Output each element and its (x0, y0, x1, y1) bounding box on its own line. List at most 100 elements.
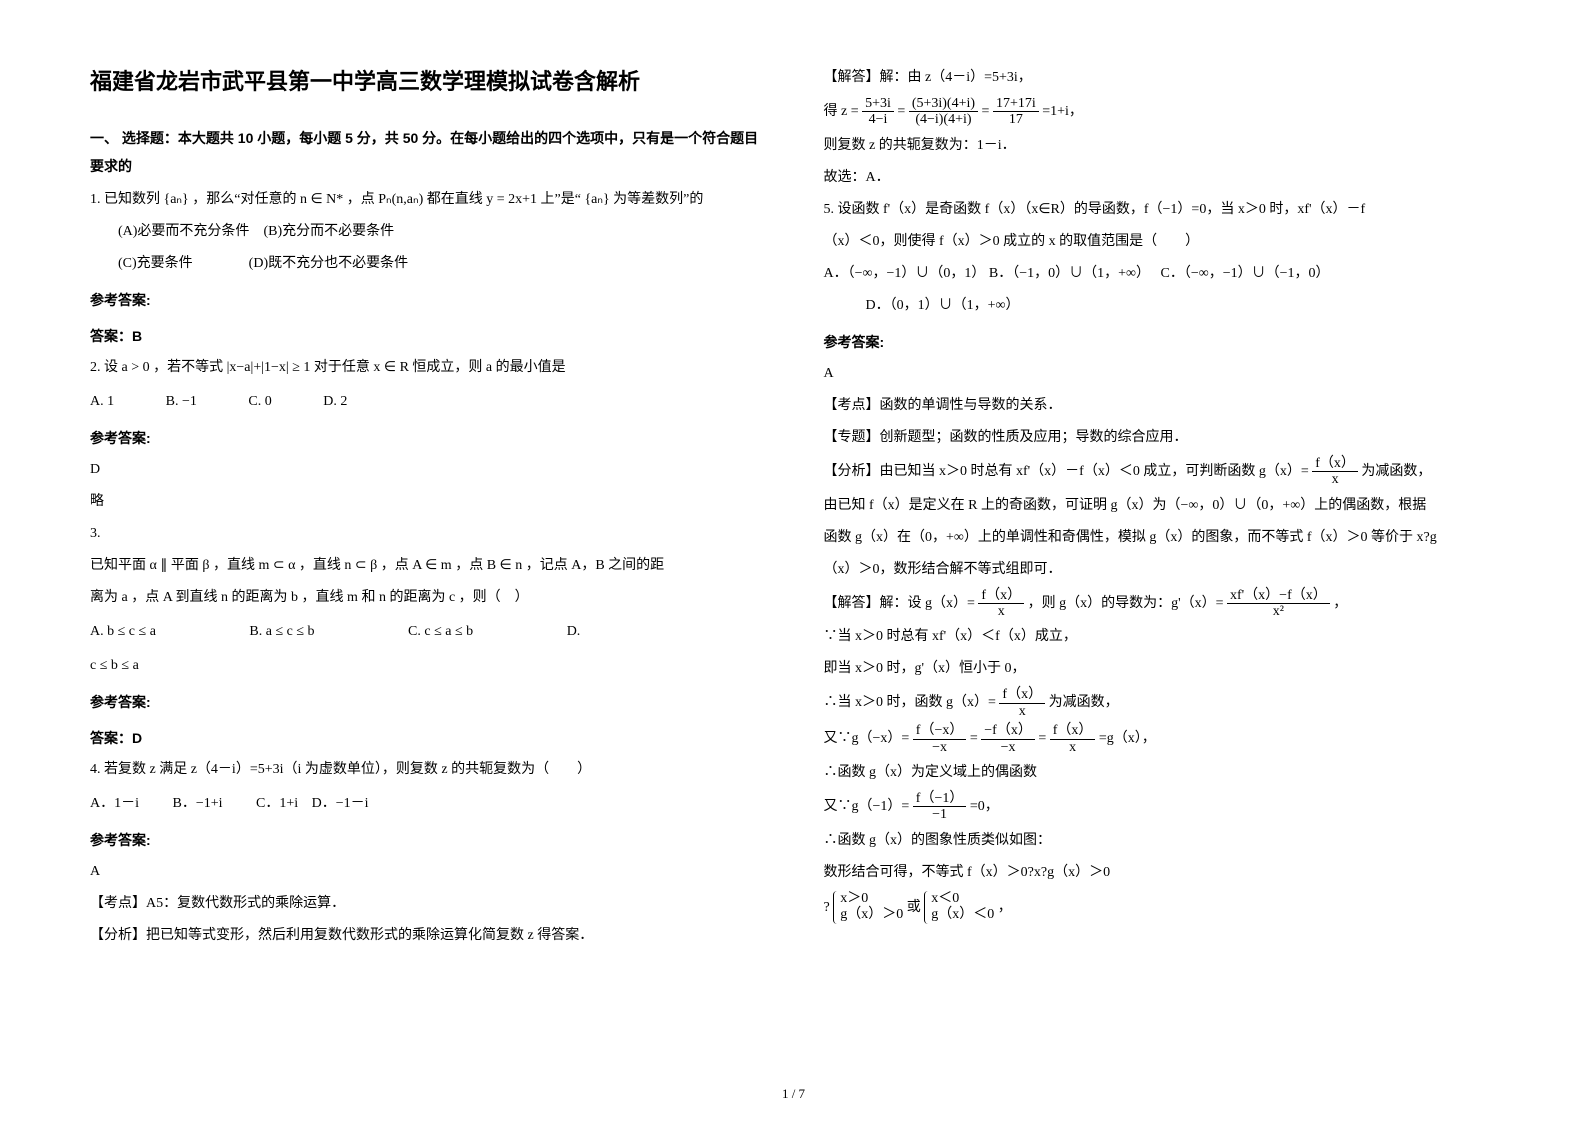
q5-ref-label: 参考答案: (824, 328, 1498, 356)
left-column: 福建省龙岩市武平县第一中学高三数学理模拟试卷含解析 一、 选择题：本大题共 10… (90, 60, 764, 1060)
q4-options: A．1－i B．−1+i C．1+i D．−1－i (90, 790, 764, 818)
q2-opt-a: A. 1 (90, 388, 114, 416)
q4-kaodian: 【考点】A5：复数代数形式的乘除运算． (90, 890, 764, 918)
q5-s1a: 【解答】解：设 g（x）= (824, 596, 979, 611)
q5-s5-frac2: −f（x）−x (981, 723, 1035, 755)
page-container: 福建省龙岩市武平县第一中学高三数学理模拟试卷含解析 一、 选择题：本大题共 10… (0, 0, 1587, 1080)
right-column: 【解答】解：由 z（4－i）=5+3i， 得 z = 5+3i4−i = (5+… (824, 60, 1498, 1060)
q5-s1-frac2: xf'（x）−f（x）x² (1227, 588, 1330, 620)
q5-solve2: ∵当 x＞0 时总有 xf'（x）＜f（x）成立， (824, 623, 1498, 651)
q4-frac3: 17+17i17 (993, 96, 1039, 128)
q3-ref-label: 参考答案: (90, 688, 764, 716)
q2-options: A. 1 B. −1 C. 0 D. 2 (90, 388, 764, 416)
q4-solve3: 则复数 z 的共轭复数为：1－i． (824, 132, 1498, 160)
q4-solve2-pre: 得 z = (824, 104, 859, 119)
q5-s5-frac1: f（−x）−x (913, 723, 967, 755)
eq: = (970, 731, 981, 746)
q1-opt-c: (C)充要条件 (118, 256, 193, 271)
q4-fenxi: 【分析】把已知等式变形，然后利用复数代数形式的乘除运算化简复数 z 得答案． (90, 922, 764, 950)
eq: = (982, 104, 993, 119)
q5-s7a: 又∵g（−1）= (824, 799, 913, 814)
q1-answer: 答案：B (90, 322, 764, 350)
q1-options-ab: (A)必要而不充分条件 (B)充分而不必要条件 (90, 218, 764, 246)
q5-s7-frac: f（−1）−1 (913, 791, 967, 823)
q5-fx-frac: f（x）x (1312, 456, 1358, 488)
q3-opt-d: D. (567, 618, 581, 646)
exam-title: 福建省龙岩市武平县第一中学高三数学理模拟试卷含解析 (90, 60, 764, 104)
q5-s10-end: ， (998, 900, 1012, 915)
q5-s5a: 又∵g（−x）= (824, 731, 913, 746)
q5-solve1: 【解答】解：设 g（x）= f（x）x ，则 g（x）的导数为：g'（x）= x… (824, 588, 1498, 620)
q1-opt-a: (A)必要而不充分条件 (118, 224, 249, 239)
q5-answer: A (824, 360, 1498, 388)
q5-solve8: ∴函数 g（x）的图象性质类似如图： (824, 827, 1498, 855)
q2-answer2: 略 (90, 488, 764, 516)
q5-solve7: 又∵g（−1）= f（−1）−1 =0， (824, 791, 1498, 823)
q5-s4-frac: f（x）x (999, 687, 1045, 719)
q5-s1b: ，则 g（x）的导数为：g'（x）= (1028, 596, 1227, 611)
q5-cases2: x＜0 g（x）＜0 (924, 891, 994, 925)
page-number: 1 / 7 (0, 1086, 1587, 1102)
q5-fx1b: 为减函数， (1361, 464, 1431, 479)
q5-solve6: ∴函数 g（x）为定义域上的偶函数 (824, 759, 1498, 787)
eq: = (1038, 731, 1049, 746)
q5-opt-a: A．（−∞，−1）∪（0，1） (824, 266, 986, 281)
q4-solve1: 【解答】解：由 z（4－i）=5+3i， (824, 64, 1498, 92)
q4-opt-d: D．−1－i (312, 790, 369, 818)
q5-stem1: 5. 设函数 f'（x）是奇函数 f（x）（x∈R）的导函数，f（−1）=0，当… (824, 196, 1498, 224)
q3-answer: 答案：D (90, 724, 764, 752)
q3-opt-a: A. b ≤ c ≤ a (90, 618, 156, 646)
q2-ref-label: 参考答案: (90, 424, 764, 452)
q1-opt-d: (D)既不充分也不必要条件 (249, 256, 408, 271)
q2-opt-b: B. −1 (166, 388, 197, 416)
q3-opt-d-line: c ≤ b ≤ a (90, 652, 764, 680)
q5-opt-b: B．（−1，0）∪（1，+∞） (989, 266, 1143, 281)
q5-s10-q: ? (824, 900, 830, 915)
q5-s1c: ， (1333, 596, 1347, 611)
q5-fenxi3: 函数 g（x）在（0，+∞）上的单调性和奇偶性，模拟 g（x）的图象，而不等式 … (824, 524, 1498, 552)
q5-solve5: 又∵g（−x）= f（−x）−x = −f（x）−x = f（x）x =g（x）… (824, 723, 1498, 755)
q5-solve9: 数形结合可得，不等式 f（x）＞0?x?g（x）＞0 (824, 859, 1498, 887)
q5-s5b: =g（x）， (1099, 731, 1156, 746)
q2-answer: D (90, 456, 764, 484)
q4-opt-c: C．1+i (256, 790, 298, 818)
q1-options-cd: (C)充要条件 (D)既不充分也不必要条件 (90, 250, 764, 278)
q5-s1-frac1: f（x）x (978, 588, 1024, 620)
q4-frac2: (5+3i)(4+i)(4−i)(4+i) (909, 96, 978, 128)
eq: = (897, 104, 908, 119)
q4-solve2-end: =1+i， (1042, 104, 1083, 119)
q5-solve4: ∴当 x＞0 时，函数 g（x）= f（x）x 为减函数， (824, 687, 1498, 719)
q5-cases1: x＞0 g（x）＞0 (833, 891, 903, 925)
q4-opt-a: A．1－i (90, 790, 139, 818)
q3-opt-c: C. c ≤ a ≤ b (408, 618, 473, 646)
q5-fenxi4: （x）＞0，数形结合解不等式组即可． (824, 556, 1498, 584)
q4-opt-b: B．−1+i (173, 790, 223, 818)
q5-stem2: （x）＜0，则使得 f（x）＞0 成立的 x 的取值范围是（ ） (824, 228, 1498, 256)
q4-frac1: 5+3i4−i (862, 96, 894, 128)
q5-s5-frac3: f（x）x (1050, 723, 1096, 755)
q5-opt-c: C．（−∞，−1）∪（−1，0） (1161, 266, 1330, 281)
q4-stem: 4. 若复数 z 满足 z（4－i）=5+3i（i 为虚数单位），则复数 z 的… (90, 756, 764, 784)
q3-stem2: 离为 a ，点 A 到直线 n 的距离为 b ，直线 m 和 n 的距离为 c … (90, 584, 764, 612)
q1-stem: 1. 已知数列 {aₙ} ，那么“对任意的 n ∈ N* ，点 Pₙ(n,aₙ)… (90, 186, 764, 214)
q5-opt-d: D．（0，1）∪（1，+∞） (824, 292, 1498, 320)
q3-number: 3. (90, 520, 764, 548)
q3-stem1: 已知平面 α ∥ 平面 β ，直线 m ⊂ α ，直线 n ⊂ β ，点 A ∈… (90, 552, 764, 580)
q4-solve4: 故选：A． (824, 164, 1498, 192)
q1-ref-label: 参考答案: (90, 286, 764, 314)
q4-answer: A (90, 858, 764, 886)
q3-opt-b: B. a ≤ c ≤ b (249, 618, 314, 646)
q5-solve3: 即当 x＞0 时，g'（x）恒小于 0， (824, 655, 1498, 683)
q2-stem: 2. 设 a > 0 ，若不等式 |x−a|+|1−x| ≥ 1 对于任意 x … (90, 354, 764, 382)
q5-fenxi1: 【分析】由已知当 x＞0 时总有 xf'（x）－f（x）＜0 成立，可判断函数 … (824, 456, 1498, 488)
q5-kaodian: 【考点】函数的单调性与导数的关系． (824, 392, 1498, 420)
q3-options: A. b ≤ c ≤ a B. a ≤ c ≤ b C. c ≤ a ≤ b D… (90, 618, 764, 646)
q1-opt-b: (B)充分而不必要条件 (263, 224, 394, 239)
q2-opt-c: C. 0 (248, 388, 271, 416)
q2-opt-d: D. 2 (323, 388, 347, 416)
q5-options-abc: A．（−∞，−1）∪（0，1） B．（−1，0）∪（1，+∞） C．（−∞，−1… (824, 260, 1498, 288)
q5-fenxi2: 由已知 f（x）是定义在 R 上的奇函数，可证明 g（x）为（−∞，0）∪（0，… (824, 492, 1498, 520)
section1-heading: 一、 选择题：本大题共 10 小题，每小题 5 分，共 50 分。在每小题给出的… (90, 124, 764, 180)
q5-s4a: ∴当 x＞0 时，函数 g（x）= (824, 695, 1000, 710)
q4-ref-label: 参考答案: (90, 826, 764, 854)
